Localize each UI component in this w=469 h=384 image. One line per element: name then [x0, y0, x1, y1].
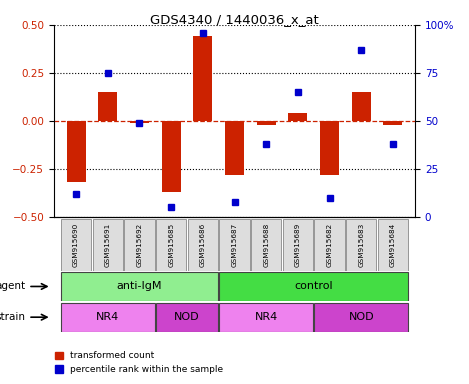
Text: GSM915691: GSM915691 [105, 223, 111, 267]
Bar [219, 219, 250, 271]
Bar [383, 121, 402, 125]
Text: anti-IgM: anti-IgM [117, 281, 162, 291]
Bar [61, 219, 91, 271]
Text: GSM915692: GSM915692 [136, 223, 143, 267]
Bar [346, 219, 377, 271]
Text: NOD: NOD [174, 312, 200, 322]
Text: NOD: NOD [348, 312, 374, 322]
Bar [314, 303, 408, 331]
Text: GSM915682: GSM915682 [326, 223, 333, 267]
Bar [352, 92, 371, 121]
Bar [124, 219, 155, 271]
Bar [225, 121, 244, 175]
Bar [156, 303, 218, 331]
Bar [288, 113, 307, 121]
Bar [130, 121, 149, 123]
Bar [314, 219, 345, 271]
Bar [219, 272, 408, 301]
Bar [320, 121, 339, 175]
Text: agent: agent [0, 281, 26, 291]
Bar [162, 121, 181, 192]
Text: GSM915686: GSM915686 [200, 223, 206, 267]
Text: NR4: NR4 [255, 312, 278, 322]
Bar [219, 303, 313, 331]
Text: GSM915690: GSM915690 [73, 223, 79, 267]
Bar [188, 219, 218, 271]
Legend: transformed count, percentile rank within the sample: transformed count, percentile rank withi… [52, 348, 227, 377]
Bar [283, 219, 313, 271]
Bar [193, 36, 212, 121]
Bar [378, 219, 408, 271]
Text: GSM915687: GSM915687 [232, 223, 237, 267]
Text: GSM915689: GSM915689 [295, 223, 301, 267]
Text: NR4: NR4 [96, 312, 120, 322]
Text: GSM915685: GSM915685 [168, 223, 174, 267]
Bar [92, 219, 123, 271]
Bar [67, 121, 86, 182]
Bar [61, 303, 155, 331]
Bar [251, 219, 281, 271]
Text: GDS4340 / 1440036_x_at: GDS4340 / 1440036_x_at [150, 13, 319, 26]
Bar [156, 219, 186, 271]
Text: strain: strain [0, 312, 26, 322]
Bar [98, 92, 117, 121]
Bar [257, 121, 276, 125]
Text: GSM915684: GSM915684 [390, 223, 396, 267]
Text: control: control [295, 281, 333, 291]
Text: GSM915683: GSM915683 [358, 223, 364, 267]
Text: GSM915688: GSM915688 [263, 223, 269, 267]
Bar [61, 272, 218, 301]
